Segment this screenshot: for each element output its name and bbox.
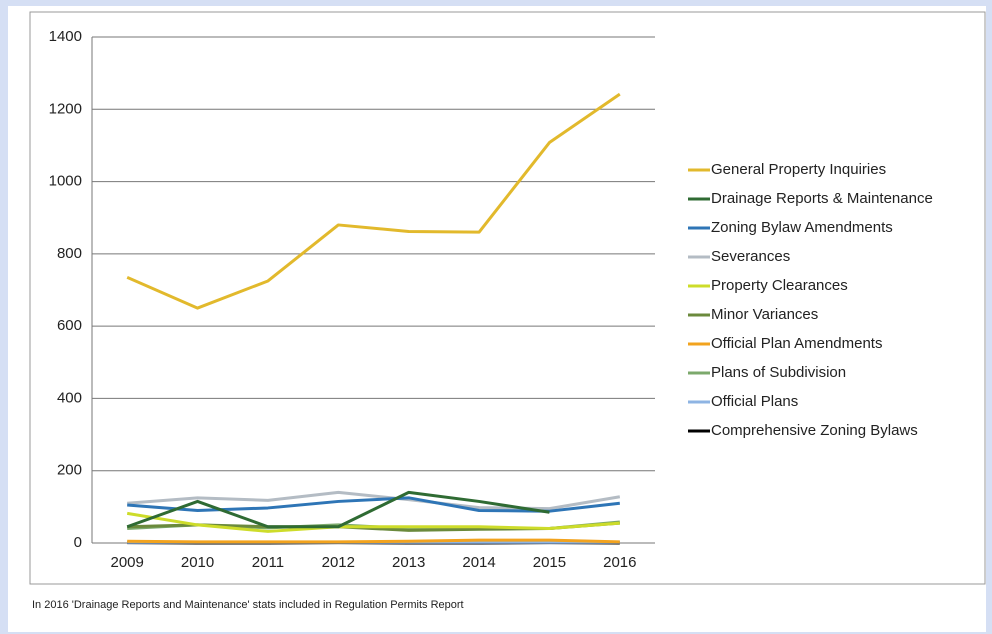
footnote: In 2016 'Drainage Reports and Maintenanc… (32, 599, 464, 611)
legend-label: Drainage Reports & Maintenance (711, 190, 933, 207)
x-tick-label: 2015 (533, 554, 566, 571)
x-tick-label: 2016 (603, 554, 636, 571)
chart-frame (29, 11, 986, 585)
y-tick-label: 1400 (49, 28, 82, 45)
y-tick-label: 600 (57, 317, 82, 334)
legend-label: Plans of Subdivision (711, 364, 846, 381)
legend-label: General Property Inquiries (711, 161, 886, 178)
series-line (126, 92, 621, 310)
y-tick-label: 1200 (49, 100, 82, 117)
x-tick-label: 2014 (462, 554, 495, 571)
legend-label: Official Plan Amendments (711, 335, 882, 352)
x-tick-label: 2009 (111, 554, 144, 571)
series-line (126, 511, 620, 533)
legend-label: Severances (711, 248, 790, 265)
legend-label: Property Clearances (711, 277, 848, 294)
series-line (127, 490, 621, 511)
y-tick-label: 1000 (49, 173, 82, 190)
x-tick-label: 2011 (252, 554, 284, 571)
legend-label: Comprehensive Zoning Bylaws (711, 422, 918, 439)
legend-label: Minor Variances (711, 306, 818, 323)
legend-label: Zoning Bylaw Amendments (711, 219, 893, 236)
x-tick-label: 2010 (181, 554, 214, 571)
series-line (126, 490, 550, 529)
x-tick-label: 2013 (392, 554, 425, 571)
x-tick-label: 2012 (322, 554, 355, 571)
y-tick-label: 200 (57, 462, 82, 479)
y-tick-label: 0 (74, 534, 82, 551)
y-tick-label: 400 (57, 389, 82, 406)
y-tick-label: 800 (57, 245, 82, 262)
series-line (127, 538, 620, 544)
legend-label: Official Plans (711, 393, 798, 410)
panel (8, 6, 986, 632)
